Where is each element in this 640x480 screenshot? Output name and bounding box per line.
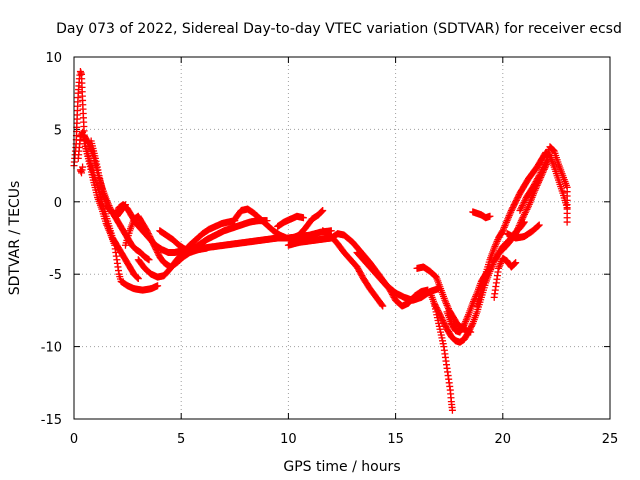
data-point	[537, 172, 545, 180]
y-tick-label: -15	[41, 413, 62, 428]
x-axis-title: GPS time / hours	[283, 459, 400, 475]
data-point	[511, 259, 519, 267]
data-point	[299, 214, 307, 222]
data-point	[134, 274, 142, 282]
data-point	[513, 226, 521, 234]
series-arc-11	[231, 205, 327, 242]
series-arc-15	[353, 248, 432, 310]
series-arc-2	[74, 128, 162, 294]
data-point	[534, 222, 542, 230]
data-point	[145, 256, 153, 264]
data-point	[319, 206, 327, 214]
data-point	[521, 210, 529, 218]
data-point	[468, 321, 476, 329]
series-arc-21	[469, 208, 494, 222]
x-tick-label: 15	[387, 432, 404, 447]
data-point	[515, 222, 523, 230]
data-point	[510, 260, 518, 268]
data-point	[521, 209, 529, 217]
data-point	[519, 200, 527, 208]
data-point	[541, 164, 549, 172]
series-arc-22	[490, 254, 520, 301]
data-point	[203, 244, 211, 252]
data-point	[515, 223, 523, 231]
data-point	[133, 273, 141, 281]
series-arc-5	[76, 163, 87, 177]
data-point	[79, 163, 87, 171]
data-point	[378, 301, 386, 309]
data-point	[522, 207, 530, 215]
data-point	[520, 198, 528, 206]
y-tick-label: 10	[45, 51, 62, 66]
data-point	[549, 146, 557, 154]
data-point	[514, 225, 522, 233]
data-point	[536, 175, 544, 183]
series-arc-14	[319, 227, 387, 310]
data-point	[523, 205, 531, 213]
y-axis-title: SDTVAR / TECUs	[7, 181, 23, 296]
data-point	[535, 177, 543, 185]
data-point	[518, 203, 526, 211]
plot-frame	[73, 56, 611, 420]
y-tick-label: 0	[54, 196, 62, 211]
data-point	[512, 228, 520, 236]
data-point	[518, 215, 526, 223]
data-point	[519, 214, 527, 222]
data-point	[517, 218, 525, 226]
data-point	[516, 220, 524, 228]
y-tick-label: -5	[49, 268, 62, 283]
x-tick-label: 25	[602, 432, 619, 447]
series-arc-12	[274, 212, 307, 230]
data-point	[531, 186, 539, 194]
data-points	[70, 67, 571, 414]
data-point	[539, 169, 547, 177]
data-point	[486, 212, 494, 220]
data-point	[516, 206, 524, 214]
data-point	[534, 180, 542, 188]
series-arc-9	[156, 227, 189, 254]
data-point	[317, 208, 325, 216]
data-point	[538, 170, 546, 178]
data-point	[532, 185, 540, 193]
series-arc-17	[426, 288, 456, 414]
data-point	[512, 259, 520, 267]
y-tick-label: -10	[41, 341, 62, 356]
data-point	[318, 207, 326, 215]
data-point	[534, 222, 542, 230]
data-point	[521, 197, 529, 205]
data-point	[154, 282, 162, 290]
data-point	[533, 181, 541, 189]
data-point	[535, 221, 543, 229]
data-point	[535, 178, 543, 186]
data-point	[532, 183, 540, 191]
data-point	[517, 205, 525, 213]
data-point	[543, 159, 551, 167]
data-point	[512, 230, 520, 238]
data-point	[544, 157, 552, 165]
data-point	[518, 202, 526, 210]
data-point	[379, 302, 387, 310]
chart-title: Day 073 of 2022, Sidereal Day-to-day VTE…	[56, 21, 622, 37]
x-tick-label: 20	[495, 432, 512, 447]
data-point	[540, 165, 548, 173]
data-point	[540, 167, 548, 175]
data-point	[542, 160, 550, 168]
series-arc-25	[499, 157, 552, 254]
data-point	[542, 162, 550, 170]
y-tick-label: 5	[54, 123, 62, 138]
x-tick-label: 5	[177, 432, 185, 447]
x-tick-label: 0	[70, 432, 78, 447]
data-point	[537, 173, 545, 181]
data-point	[134, 275, 142, 283]
data-point	[448, 406, 456, 414]
axis-ticks: 0 5 10 15 20 25 10 5 0 -5 -10 -15	[41, 51, 619, 447]
series-arc-20	[473, 149, 571, 310]
data-point	[524, 204, 532, 212]
data-point	[563, 218, 571, 226]
data-point	[520, 212, 528, 220]
data-point	[517, 217, 525, 225]
x-tick-label: 10	[280, 432, 297, 447]
